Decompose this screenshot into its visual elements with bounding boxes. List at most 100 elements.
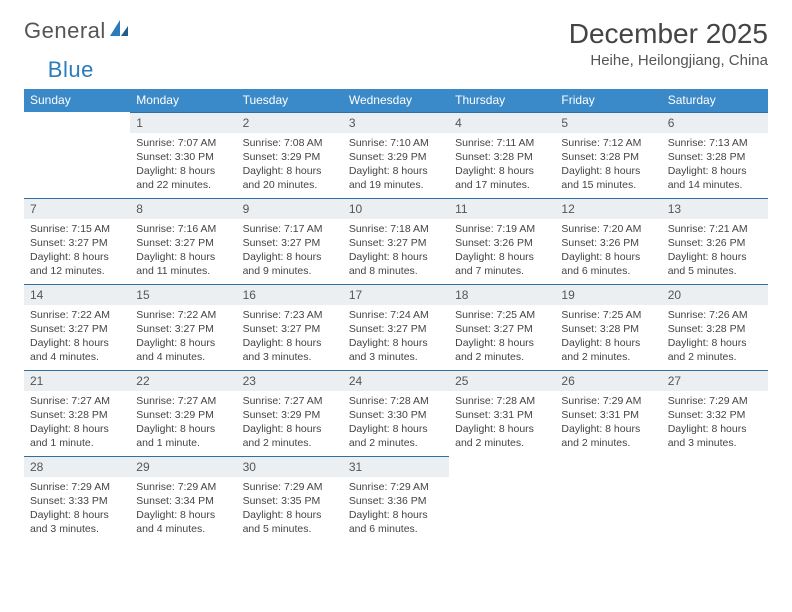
sunrise-line: Sunrise: 7:19 AM — [455, 222, 549, 236]
sunrise-line: Sunrise: 7:26 AM — [668, 308, 762, 322]
day-body: Sunrise: 7:29 AMSunset: 3:33 PMDaylight:… — [24, 477, 130, 541]
sunrise-line: Sunrise: 7:27 AM — [30, 394, 124, 408]
daylight-line: Daylight: 8 hours and 12 minutes. — [30, 250, 124, 278]
day-body: Sunrise: 7:16 AMSunset: 3:27 PMDaylight:… — [130, 219, 236, 283]
day-number: 28 — [24, 456, 130, 477]
calendar-day-cell: 27Sunrise: 7:29 AMSunset: 3:32 PMDayligh… — [662, 370, 768, 456]
weekday-header: Thursday — [449, 89, 555, 112]
day-number: 23 — [237, 370, 343, 391]
daylight-line: Daylight: 8 hours and 1 minute. — [30, 422, 124, 450]
sunset-line: Sunset: 3:27 PM — [136, 322, 230, 336]
day-number: 16 — [237, 284, 343, 305]
day-body: Sunrise: 7:27 AMSunset: 3:29 PMDaylight:… — [237, 391, 343, 455]
sunset-line: Sunset: 3:26 PM — [668, 236, 762, 250]
calendar-day-cell: 19Sunrise: 7:25 AMSunset: 3:28 PMDayligh… — [555, 284, 661, 370]
calendar-week-row: 7Sunrise: 7:15 AMSunset: 3:27 PMDaylight… — [24, 198, 768, 284]
sunset-line: Sunset: 3:31 PM — [561, 408, 655, 422]
calendar-day-cell: 17Sunrise: 7:24 AMSunset: 3:27 PMDayligh… — [343, 284, 449, 370]
daylight-line: Daylight: 8 hours and 8 minutes. — [349, 250, 443, 278]
sunrise-line: Sunrise: 7:21 AM — [668, 222, 762, 236]
daylight-line: Daylight: 8 hours and 2 minutes. — [561, 336, 655, 364]
sunset-line: Sunset: 3:27 PM — [30, 322, 124, 336]
sunset-line: Sunset: 3:29 PM — [349, 150, 443, 164]
sunset-line: Sunset: 3:28 PM — [30, 408, 124, 422]
sunrise-line: Sunrise: 7:07 AM — [136, 136, 230, 150]
sunrise-line: Sunrise: 7:29 AM — [668, 394, 762, 408]
daylight-line: Daylight: 8 hours and 14 minutes. — [668, 164, 762, 192]
daylight-line: Daylight: 8 hours and 7 minutes. — [455, 250, 549, 278]
sunset-line: Sunset: 3:31 PM — [455, 408, 549, 422]
calendar-day-cell: 24Sunrise: 7:28 AMSunset: 3:30 PMDayligh… — [343, 370, 449, 456]
sunset-line: Sunset: 3:27 PM — [455, 322, 549, 336]
day-body: Sunrise: 7:29 AMSunset: 3:32 PMDaylight:… — [662, 391, 768, 455]
sunset-line: Sunset: 3:27 PM — [30, 236, 124, 250]
day-number: 1 — [130, 112, 236, 133]
calendar-day-cell: 13Sunrise: 7:21 AMSunset: 3:26 PMDayligh… — [662, 198, 768, 284]
day-number: 15 — [130, 284, 236, 305]
sunrise-line: Sunrise: 7:29 AM — [561, 394, 655, 408]
day-number: 13 — [662, 198, 768, 219]
weekday-header: Tuesday — [237, 89, 343, 112]
daylight-line: Daylight: 8 hours and 6 minutes. — [561, 250, 655, 278]
calendar-day-cell: 30Sunrise: 7:29 AMSunset: 3:35 PMDayligh… — [237, 456, 343, 542]
brand-part2: Blue — [48, 57, 94, 83]
sunset-line: Sunset: 3:28 PM — [668, 322, 762, 336]
calendar-day-cell — [662, 456, 768, 542]
calendar-day-cell: 4Sunrise: 7:11 AMSunset: 3:28 PMDaylight… — [449, 112, 555, 198]
month-title: December 2025 — [569, 18, 768, 50]
sunrise-line: Sunrise: 7:25 AM — [561, 308, 655, 322]
day-number: 11 — [449, 198, 555, 219]
sunrise-line: Sunrise: 7:24 AM — [349, 308, 443, 322]
day-body: Sunrise: 7:12 AMSunset: 3:28 PMDaylight:… — [555, 133, 661, 197]
daylight-line: Daylight: 8 hours and 4 minutes. — [30, 336, 124, 364]
day-body: Sunrise: 7:07 AMSunset: 3:30 PMDaylight:… — [130, 133, 236, 197]
day-number: 5 — [555, 112, 661, 133]
calendar-day-cell: 9Sunrise: 7:17 AMSunset: 3:27 PMDaylight… — [237, 198, 343, 284]
daylight-line: Daylight: 8 hours and 6 minutes. — [349, 508, 443, 536]
day-number: 30 — [237, 456, 343, 477]
sunset-line: Sunset: 3:29 PM — [136, 408, 230, 422]
calendar-week-row: 14Sunrise: 7:22 AMSunset: 3:27 PMDayligh… — [24, 284, 768, 370]
day-number: 19 — [555, 284, 661, 305]
daylight-line: Daylight: 8 hours and 2 minutes. — [455, 336, 549, 364]
daylight-line: Daylight: 8 hours and 5 minutes. — [243, 508, 337, 536]
daylight-line: Daylight: 8 hours and 2 minutes. — [668, 336, 762, 364]
sunrise-line: Sunrise: 7:27 AM — [243, 394, 337, 408]
day-number: 21 — [24, 370, 130, 391]
day-number: 7 — [24, 198, 130, 219]
calendar-day-cell: 2Sunrise: 7:08 AMSunset: 3:29 PMDaylight… — [237, 112, 343, 198]
sunrise-line: Sunrise: 7:22 AM — [136, 308, 230, 322]
daylight-line: Daylight: 8 hours and 2 minutes. — [455, 422, 549, 450]
calendar-day-cell: 6Sunrise: 7:13 AMSunset: 3:28 PMDaylight… — [662, 112, 768, 198]
sunrise-line: Sunrise: 7:29 AM — [30, 480, 124, 494]
location-label: Heihe, Heilongjiang, China — [569, 52, 768, 69]
sunrise-line: Sunrise: 7:20 AM — [561, 222, 655, 236]
daylight-line: Daylight: 8 hours and 5 minutes. — [668, 250, 762, 278]
sunset-line: Sunset: 3:34 PM — [136, 494, 230, 508]
weekday-header-row: SundayMondayTuesdayWednesdayThursdayFrid… — [24, 89, 768, 112]
calendar-week-row: 1Sunrise: 7:07 AMSunset: 3:30 PMDaylight… — [24, 112, 768, 198]
day-number: 24 — [343, 370, 449, 391]
day-number: 17 — [343, 284, 449, 305]
day-body: Sunrise: 7:21 AMSunset: 3:26 PMDaylight:… — [662, 219, 768, 283]
day-body: Sunrise: 7:29 AMSunset: 3:31 PMDaylight:… — [555, 391, 661, 455]
calendar-day-cell: 29Sunrise: 7:29 AMSunset: 3:34 PMDayligh… — [130, 456, 236, 542]
sunrise-line: Sunrise: 7:08 AM — [243, 136, 337, 150]
day-body: Sunrise: 7:18 AMSunset: 3:27 PMDaylight:… — [343, 219, 449, 283]
sunrise-line: Sunrise: 7:13 AM — [668, 136, 762, 150]
daylight-line: Daylight: 8 hours and 3 minutes. — [668, 422, 762, 450]
daylight-line: Daylight: 8 hours and 3 minutes. — [349, 336, 443, 364]
day-body: Sunrise: 7:27 AMSunset: 3:28 PMDaylight:… — [24, 391, 130, 455]
sail-icon — [108, 18, 130, 38]
sunset-line: Sunset: 3:36 PM — [349, 494, 443, 508]
day-body: Sunrise: 7:25 AMSunset: 3:28 PMDaylight:… — [555, 305, 661, 369]
sunset-line: Sunset: 3:32 PM — [668, 408, 762, 422]
daylight-line: Daylight: 8 hours and 4 minutes. — [136, 508, 230, 536]
day-number: 8 — [130, 198, 236, 219]
sunrise-line: Sunrise: 7:22 AM — [30, 308, 124, 322]
sunset-line: Sunset: 3:26 PM — [455, 236, 549, 250]
sunset-line: Sunset: 3:27 PM — [243, 322, 337, 336]
calendar-day-cell: 7Sunrise: 7:15 AMSunset: 3:27 PMDaylight… — [24, 198, 130, 284]
sunrise-line: Sunrise: 7:10 AM — [349, 136, 443, 150]
day-body: Sunrise: 7:27 AMSunset: 3:29 PMDaylight:… — [130, 391, 236, 455]
